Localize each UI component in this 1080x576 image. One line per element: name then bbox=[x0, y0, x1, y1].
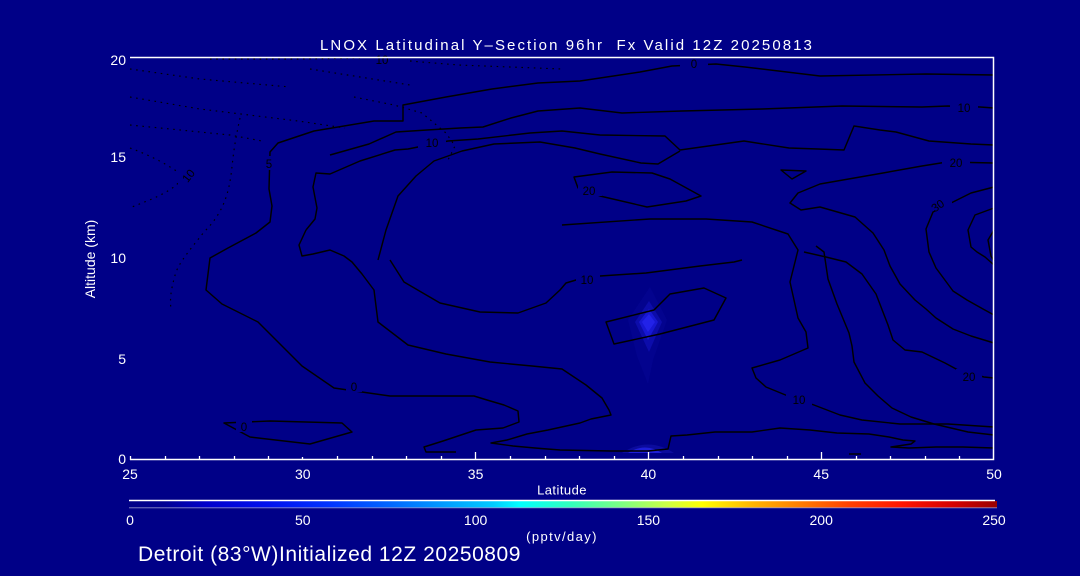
svg-text:45: 45 bbox=[813, 466, 829, 482]
svg-text:0: 0 bbox=[126, 512, 134, 528]
svg-text:0: 0 bbox=[241, 422, 247, 434]
svg-text:0: 0 bbox=[351, 382, 357, 394]
svg-text:Latitude: Latitude bbox=[537, 483, 587, 498]
svg-text:5: 5 bbox=[266, 159, 272, 171]
svg-text:15: 15 bbox=[110, 149, 126, 165]
svg-text:40: 40 bbox=[641, 466, 657, 482]
svg-text:LNOX Latitudinal Y–Section 96h: LNOX Latitudinal Y–Section 96hr Fx Valid… bbox=[320, 37, 814, 54]
svg-text:20: 20 bbox=[110, 52, 126, 68]
svg-text:20: 20 bbox=[963, 372, 976, 384]
svg-text:Altitude (km): Altitude (km) bbox=[82, 220, 98, 299]
svg-text:50: 50 bbox=[986, 466, 1002, 482]
svg-text:0: 0 bbox=[118, 451, 126, 467]
svg-text:10: 10 bbox=[110, 250, 126, 266]
svg-text:10: 10 bbox=[581, 275, 594, 287]
svg-text:25: 25 bbox=[122, 466, 138, 482]
svg-text:10: 10 bbox=[793, 395, 806, 407]
svg-text:5: 5 bbox=[118, 351, 126, 367]
svg-text:150: 150 bbox=[637, 512, 661, 528]
svg-text:10: 10 bbox=[958, 103, 971, 115]
svg-text:250: 250 bbox=[982, 512, 1006, 528]
svg-text:100: 100 bbox=[464, 512, 488, 528]
svg-text:0: 0 bbox=[691, 59, 697, 71]
svg-text:Detroit (83°W)Initialized 12Z: Detroit (83°W)Initialized 12Z 20250809 bbox=[138, 543, 521, 566]
svg-text:10: 10 bbox=[426, 138, 439, 150]
svg-text:20: 20 bbox=[950, 158, 963, 170]
svg-text:20: 20 bbox=[583, 186, 596, 198]
svg-text:30: 30 bbox=[295, 466, 311, 482]
svg-text:35: 35 bbox=[468, 466, 484, 482]
svg-text:200: 200 bbox=[810, 512, 834, 528]
svg-text:(pptv/day): (pptv/day) bbox=[526, 529, 598, 544]
svg-text:50: 50 bbox=[295, 512, 311, 528]
